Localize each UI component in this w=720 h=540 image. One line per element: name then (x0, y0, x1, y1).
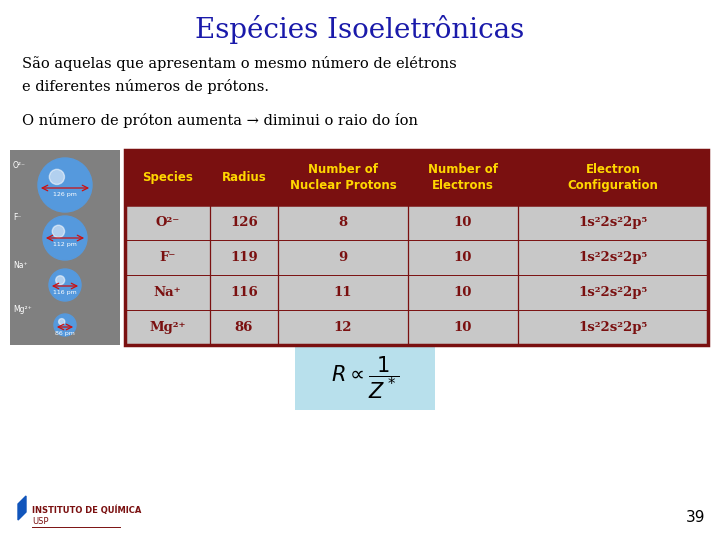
Text: Electron
Configuration: Electron Configuration (567, 163, 658, 192)
Text: 126 pm: 126 pm (53, 192, 77, 197)
Text: Na⁺: Na⁺ (13, 261, 27, 270)
Text: Number of
Nuclear Protons: Number of Nuclear Protons (289, 163, 397, 192)
Polygon shape (18, 496, 26, 520)
Text: Espécies Isoeletrônicas: Espécies Isoeletrônicas (195, 16, 525, 44)
Circle shape (43, 216, 87, 260)
Text: 11: 11 (334, 286, 352, 299)
Text: 86: 86 (235, 321, 253, 334)
Text: INSTITUTO DE QUÍMICA: INSTITUTO DE QUÍMICA (32, 505, 141, 515)
Text: F⁻: F⁻ (159, 251, 176, 264)
Text: 1s²2s²2p⁵: 1s²2s²2p⁵ (578, 321, 647, 334)
Circle shape (53, 225, 65, 238)
Text: São aquelas que apresentam o mesmo número de elétrons
e diferentes números de pr: São aquelas que apresentam o mesmo númer… (22, 56, 456, 94)
Text: 112 pm: 112 pm (53, 242, 77, 247)
Text: 86 pm: 86 pm (55, 331, 75, 336)
Text: 10: 10 (454, 251, 472, 264)
Text: 10: 10 (454, 321, 472, 334)
Text: 1s²2s²2p⁵: 1s²2s²2p⁵ (578, 251, 647, 264)
Circle shape (54, 314, 76, 336)
Text: F⁻: F⁻ (13, 213, 22, 222)
Text: 116 pm: 116 pm (53, 290, 77, 295)
Text: $R \propto \dfrac{1}{Z^*}$: $R \propto \dfrac{1}{Z^*}$ (330, 354, 400, 401)
Circle shape (55, 276, 65, 285)
Text: 10: 10 (454, 216, 472, 229)
Text: USP: USP (32, 517, 48, 526)
Bar (295, 345, 435, 410)
Text: Number of
Electrons: Number of Electrons (428, 163, 498, 192)
Bar (10, 150, 120, 345)
Circle shape (50, 170, 65, 185)
Text: 8: 8 (338, 216, 348, 229)
Text: Species: Species (142, 171, 193, 184)
Text: 9: 9 (338, 251, 348, 264)
Text: Radius: Radius (222, 171, 266, 184)
Text: 1s²2s²2p⁵: 1s²2s²2p⁵ (578, 286, 647, 299)
Text: 1s²2s²2p⁵: 1s²2s²2p⁵ (578, 216, 647, 229)
Text: 126: 126 (230, 216, 258, 229)
Text: 39: 39 (685, 510, 705, 525)
Bar (125, 150, 708, 345)
Text: Mg²⁺: Mg²⁺ (149, 321, 186, 334)
Circle shape (58, 319, 65, 325)
Text: O²⁻: O²⁻ (156, 216, 179, 229)
Text: 10: 10 (454, 286, 472, 299)
Circle shape (38, 158, 92, 212)
Circle shape (49, 269, 81, 301)
Text: 119: 119 (230, 251, 258, 264)
Bar (125, 205, 708, 345)
Bar (125, 150, 708, 205)
Text: Na⁺: Na⁺ (153, 286, 181, 299)
Text: O²⁻: O²⁻ (13, 161, 26, 170)
Text: 116: 116 (230, 286, 258, 299)
Text: Mg²⁺: Mg²⁺ (13, 305, 32, 314)
Text: O número de próton aumenta → diminui o raio do íon: O número de próton aumenta → diminui o r… (22, 112, 418, 127)
Text: 12: 12 (334, 321, 352, 334)
